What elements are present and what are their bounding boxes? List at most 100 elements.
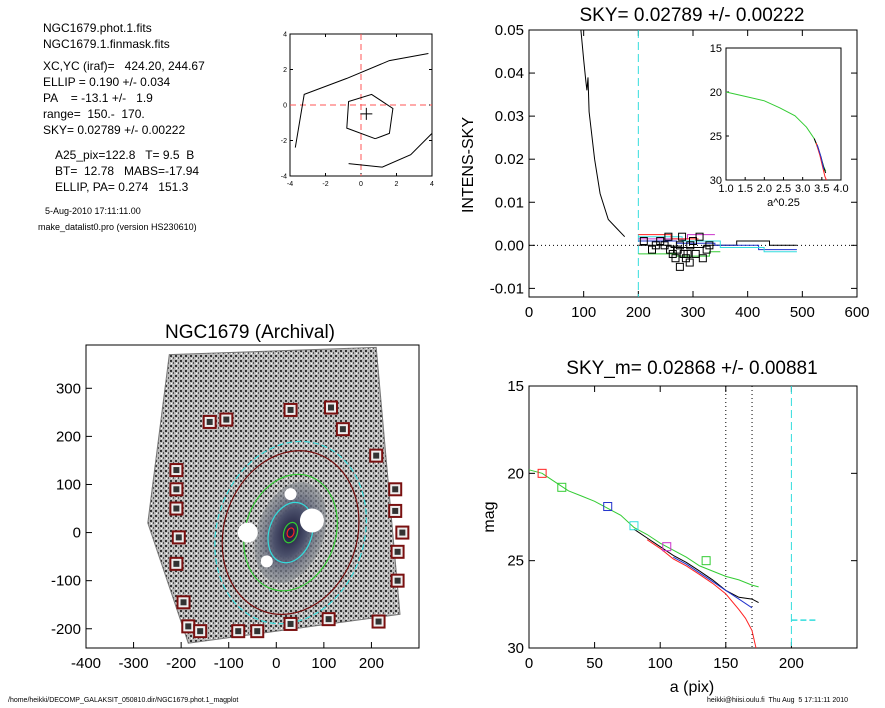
y-tick-label: 15 bbox=[507, 378, 524, 395]
mag-title: SKY_m= 0.02868 +/- 0.00881 bbox=[566, 358, 817, 379]
masked-star-core bbox=[373, 452, 380, 459]
masked-star-core bbox=[394, 577, 401, 584]
y-tick-label: 0.01 bbox=[495, 194, 524, 211]
intensity-profile-line bbox=[580, 29, 626, 238]
info-line: range= 150.- 170. bbox=[43, 107, 145, 121]
sky-sample-marker bbox=[668, 249, 677, 258]
y-tick-label: 20 bbox=[507, 465, 524, 482]
image-title: NGC1679 (Archival) bbox=[165, 322, 335, 343]
masked-star-core bbox=[287, 406, 294, 413]
y-tick-label: -2 bbox=[281, 138, 287, 145]
y-tick-label: -200 bbox=[51, 621, 81, 638]
x-tick-label: 4.0 bbox=[833, 183, 848, 195]
masked-star-core bbox=[197, 628, 204, 635]
x-tick-label: 500 bbox=[790, 304, 815, 321]
x-tick-label: 200 bbox=[626, 304, 651, 321]
masked-star-core bbox=[206, 418, 213, 425]
x-tick-label: -200 bbox=[166, 655, 196, 672]
sky-sample-marker bbox=[666, 245, 675, 254]
x-tick-label: 600 bbox=[844, 304, 869, 321]
masked-star-core bbox=[327, 404, 334, 411]
sky-title: SKY= 0.02789 +/- 0.00222 bbox=[579, 5, 804, 26]
x-tick-label: 1.5 bbox=[738, 183, 753, 195]
masked-star-core bbox=[173, 467, 180, 474]
sky-sample-marker bbox=[705, 241, 714, 250]
masked-star-blob bbox=[260, 555, 273, 568]
sky-sample-marker bbox=[664, 232, 673, 241]
x-tick-label: 100 bbox=[311, 655, 336, 672]
x-tick-label: -4 bbox=[287, 181, 293, 188]
x-tick-label: 200 bbox=[779, 655, 804, 672]
masked-star-core bbox=[180, 599, 187, 606]
isophote-ellipse bbox=[214, 440, 367, 625]
mag-marker-square bbox=[701, 556, 711, 566]
masked-star-core bbox=[399, 529, 406, 536]
contour-line bbox=[348, 133, 433, 168]
x-tick-label: 0 bbox=[525, 304, 533, 321]
masked-star-core bbox=[254, 628, 261, 635]
x-tick-label: 100 bbox=[571, 304, 596, 321]
mag-profile-line bbox=[633, 528, 759, 604]
y-tick-label: 0 bbox=[283, 102, 287, 109]
x-tick-label: -2 bbox=[322, 181, 328, 188]
masked-star-core bbox=[339, 426, 346, 433]
sky-y-axis-label: INTENS-SKY bbox=[460, 117, 477, 213]
y-tick-label: 300 bbox=[56, 380, 81, 397]
sky-sample-marker bbox=[691, 249, 700, 258]
center-contour-chart: -4 -2 0 2 4 -4 -2 0 2 4 bbox=[281, 31, 434, 188]
sky-step-line bbox=[638, 251, 721, 257]
y-tick-label: 25 bbox=[710, 131, 722, 143]
info-line: ELLIP, PA= 0.274 151.3 bbox=[55, 180, 189, 194]
sky-sample-marker bbox=[686, 241, 695, 250]
y-tick-label: -4 bbox=[281, 173, 287, 180]
mag-marker-square bbox=[537, 468, 547, 478]
masked-star-core bbox=[173, 560, 180, 567]
sky-sample-marker bbox=[660, 241, 669, 250]
masked-star-core bbox=[375, 618, 382, 625]
x-tick-label: 50 bbox=[586, 655, 603, 672]
x-tick-label: 300 bbox=[680, 304, 705, 321]
x-tick-label: 2.5 bbox=[776, 183, 791, 195]
mag-x-axis-label: a (pix) bbox=[670, 679, 714, 696]
x-tick-label: -400 bbox=[71, 655, 101, 672]
sky-sample-marker bbox=[678, 232, 687, 241]
info-line: NGC1679.phot.1.fits bbox=[43, 21, 152, 35]
isophote-ellipse bbox=[243, 473, 338, 592]
y-tick-label: 0.05 bbox=[495, 22, 524, 39]
x-tick-label: 100 bbox=[648, 655, 673, 672]
x-tick-label: 0 bbox=[525, 655, 533, 672]
masked-star-core bbox=[287, 620, 294, 627]
sky-sample-marker bbox=[685, 258, 694, 267]
mag-frame bbox=[528, 385, 858, 649]
info-line: BT= 12.78 MABS=-17.94 bbox=[55, 164, 200, 178]
x-tick-label: 2 bbox=[395, 181, 399, 188]
masked-star-core bbox=[394, 548, 401, 555]
y-tick-label: 0.02 bbox=[495, 151, 524, 168]
y-tick-label: 100 bbox=[56, 476, 81, 493]
sky-step-line bbox=[638, 236, 797, 253]
masked-star-core bbox=[223, 416, 230, 423]
masked-star-blob bbox=[284, 488, 297, 501]
galaxy-image-chart: NGC1679 (Archival) -400 -300 -200 -100 0 100 20… bbox=[51, 322, 420, 672]
y-tick-label: 20 bbox=[710, 87, 722, 99]
masked-star-core bbox=[173, 505, 180, 512]
sky-sample-marker bbox=[683, 249, 692, 258]
sky-sample-marker bbox=[673, 245, 682, 254]
x-tick-label: -300 bbox=[119, 655, 149, 672]
x-tick-label: -100 bbox=[214, 655, 244, 672]
y-tick-label: 0 bbox=[73, 525, 81, 542]
mag-marker-square bbox=[629, 521, 639, 531]
masked-star-core bbox=[325, 616, 332, 623]
galaxy-body bbox=[254, 482, 327, 584]
sky-step-line bbox=[638, 234, 699, 240]
footer-path: /home/heikki/DECOMP_GALAKSIT_050810.dir/… bbox=[8, 697, 239, 704]
sky-sample-marker bbox=[656, 237, 665, 246]
isophote-ellipse bbox=[282, 521, 299, 544]
contour-line bbox=[294, 53, 429, 148]
x-tick-label: 3.0 bbox=[795, 183, 810, 195]
sky-sample-marker bbox=[695, 232, 704, 241]
mag-profile-chart: 0 50 100 150 200 15 20 25 30 SKY_m= 0.02868 +/- 0… bbox=[481, 358, 858, 696]
y-tick-label: 0.03 bbox=[495, 108, 524, 125]
